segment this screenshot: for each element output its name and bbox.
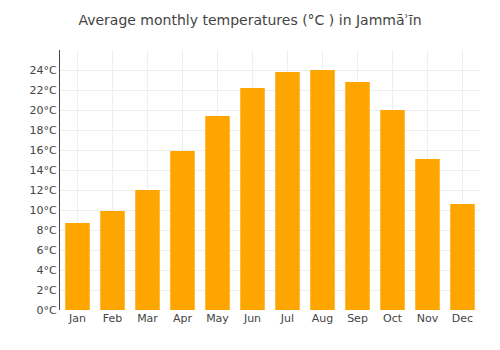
svg-text:24°C: 24°C — [30, 64, 57, 77]
svg-text:Jan: Jan — [68, 312, 86, 325]
svg-text:22°C: 22°C — [30, 84, 57, 97]
svg-text:10°C: 10°C — [30, 204, 57, 217]
svg-text:4°C: 4°C — [37, 264, 57, 277]
svg-text:6°C: 6°C — [37, 244, 57, 257]
svg-text:Jul: Jul — [280, 312, 294, 325]
svg-text:0°C: 0°C — [37, 304, 57, 317]
svg-text:Oct: Oct — [383, 312, 403, 325]
svg-text:18°C: 18°C — [30, 124, 57, 137]
svg-text:14°C: 14°C — [30, 164, 57, 177]
svg-text:8°C: 8°C — [37, 224, 57, 237]
svg-text:Sep: Sep — [347, 312, 368, 325]
svg-text:Apr: Apr — [173, 312, 193, 325]
svg-text:Dec: Dec — [452, 312, 473, 325]
svg-text:12°C: 12°C — [30, 184, 57, 197]
svg-text:16°C: 16°C — [30, 144, 57, 157]
svg-text:Feb: Feb — [103, 312, 122, 325]
svg-text:Jun: Jun — [243, 312, 261, 325]
svg-text:Nov: Nov — [417, 312, 439, 325]
svg-text:20°C: 20°C — [30, 104, 57, 117]
svg-text:Mar: Mar — [137, 312, 158, 325]
svg-text:2°C: 2°C — [37, 284, 57, 297]
svg-text:Aug: Aug — [312, 312, 333, 325]
svg-text:Average monthly temperatures (: Average monthly temperatures (°C ) in Ja… — [78, 12, 421, 28]
svg-text:May: May — [206, 312, 229, 325]
